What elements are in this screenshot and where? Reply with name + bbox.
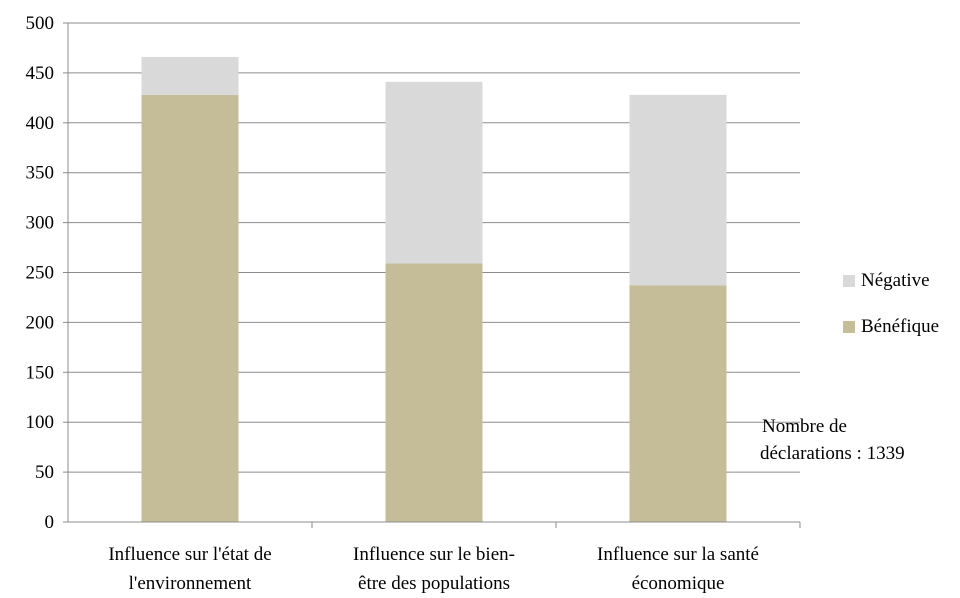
bar-negative-2	[385, 81, 483, 264]
legend-label-beneficial: Bénéfique	[861, 316, 940, 337]
x-category-label: Influence sur l'état de	[108, 544, 271, 565]
y-tick-label: 500	[26, 13, 55, 34]
legend-label-negative: Négative	[861, 270, 930, 291]
y-tick-label: 150	[26, 362, 55, 383]
y-tick-label: 50	[35, 462, 54, 483]
y-tick-label: 200	[26, 312, 55, 333]
x-category-label: Influence sur la santé	[597, 544, 759, 565]
declarations-note-line1: Nombre de	[762, 416, 847, 437]
bar-beneficial-2	[385, 263, 483, 522]
bar-negative-3	[629, 94, 727, 286]
y-tick-label: 350	[26, 163, 55, 184]
legend-swatch-negative	[843, 275, 855, 287]
bar-beneficial-1	[141, 94, 239, 522]
legend-swatch-beneficial	[843, 321, 855, 333]
x-axis: Influence sur l'état de l'environnement In…	[68, 521, 801, 594]
y-tick-label: 300	[26, 213, 55, 234]
y-tick-label: 0	[45, 512, 55, 533]
x-category-label: Influence sur le bien-	[353, 544, 515, 565]
x-category-label: économique	[632, 573, 725, 594]
y-tick-label: 100	[26, 412, 55, 433]
y-tick-label: 400	[26, 113, 55, 134]
declarations-note-line2: déclarations : 1339	[760, 443, 905, 464]
y-axis: 0 50 100 150 200 250 300 350 400 450 500	[26, 13, 69, 533]
x-category-label: l'environnement	[129, 573, 252, 594]
bars	[141, 56, 727, 522]
x-category-label: être des populations	[358, 573, 510, 594]
y-tick-label: 450	[26, 63, 55, 84]
declarations-note: Nombre de déclarations : 1339	[760, 413, 905, 467]
bar-beneficial-3	[629, 285, 727, 522]
y-tick-label: 250	[26, 263, 55, 284]
bar-negative-1	[141, 56, 239, 95]
legend-item-negative: Négative	[843, 270, 930, 292]
legend-item-beneficial: Bénéfique	[843, 316, 939, 338]
